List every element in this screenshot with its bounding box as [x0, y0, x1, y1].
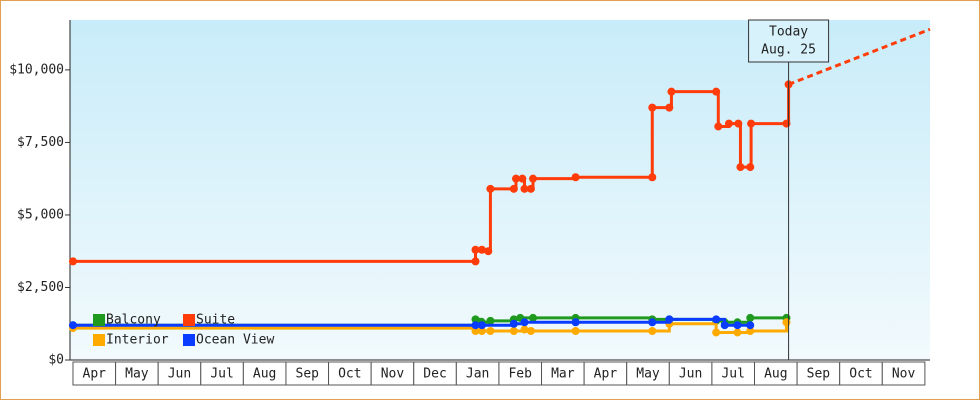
data-point [648, 318, 657, 327]
data-point [471, 326, 480, 335]
data-point [486, 326, 495, 335]
legend-label: Ocean View [196, 333, 274, 348]
x-tick-label: Nov [892, 367, 916, 382]
data-point [477, 321, 486, 330]
x-tick-label: May [125, 367, 149, 382]
data-point [486, 184, 495, 193]
x-tick-label: Dec [423, 367, 446, 382]
x-tick [881, 361, 926, 386]
x-tick-label: Jul [721, 367, 744, 382]
today-box [748, 19, 830, 63]
data-point [68, 257, 77, 266]
legend-swatch [93, 314, 105, 326]
data-point [733, 328, 742, 337]
data-point [520, 184, 529, 193]
x-tick-label: Sep [296, 367, 320, 382]
data-point [571, 173, 580, 182]
y-tick-label: $0 [48, 353, 64, 368]
legend-swatch [183, 314, 195, 326]
data-point [518, 174, 527, 183]
data-point [68, 321, 77, 330]
x-tick-label: Jan [466, 367, 489, 382]
data-point [746, 326, 755, 335]
data-point [484, 247, 493, 256]
series-line [72, 84, 791, 263]
data-point [746, 163, 755, 172]
data-point [736, 163, 745, 172]
data-point [746, 313, 755, 322]
x-tick-label: Oct [849, 367, 872, 382]
data-point [471, 245, 480, 254]
x-tick-label: Aug [253, 367, 276, 382]
data-point [782, 318, 791, 327]
data-point [746, 321, 755, 330]
legend-label: Balcony [106, 313, 161, 328]
data-point [509, 326, 518, 335]
x-tick-label: Nov [381, 367, 405, 382]
data-point [511, 174, 520, 183]
data-point [733, 321, 742, 330]
data-point [509, 319, 518, 328]
legend-label: Interior [106, 333, 169, 348]
x-tick-label: Apr [83, 367, 107, 382]
x-tick-label: Apr [594, 367, 618, 382]
data-point [477, 326, 486, 335]
data-point [714, 122, 723, 131]
data-point [520, 318, 529, 327]
data-point [648, 103, 657, 112]
data-point [486, 316, 495, 325]
y-tick-label: $10,000 [9, 62, 64, 77]
today-date: Aug. 25 [761, 43, 816, 58]
data-point [571, 326, 580, 335]
x-tick-label: Oct [338, 367, 361, 382]
data-point [665, 315, 674, 324]
x-tick-label: Aug [764, 367, 787, 382]
data-point [471, 321, 480, 330]
data-point [665, 103, 674, 112]
data-point [526, 326, 535, 335]
data-point [712, 87, 721, 96]
data-point [734, 119, 743, 128]
data-point [712, 315, 721, 324]
data-point [747, 119, 756, 128]
y-tick-label: $7,500 [17, 135, 64, 150]
data-point [471, 315, 480, 324]
data-point [648, 173, 657, 182]
data-point [520, 325, 529, 334]
data-point [471, 257, 480, 266]
x-tick-label: Feb [508, 367, 532, 382]
today-label: Today [769, 25, 808, 40]
x-tick-label: Jun [168, 367, 191, 382]
data-point [571, 318, 580, 327]
data-point [529, 313, 538, 322]
data-point [724, 119, 733, 128]
trend-line [788, 27, 931, 86]
x-tick-label: Sep [807, 367, 831, 382]
data-point [648, 326, 657, 335]
legend-swatch [183, 334, 195, 346]
data-point [526, 184, 535, 193]
x-tick-label: Jul [210, 367, 233, 382]
data-point [667, 87, 676, 96]
y-tick-label: $5,000 [17, 207, 64, 222]
data-point [782, 119, 791, 128]
data-point [477, 245, 486, 254]
data-point [509, 184, 518, 193]
data-point [529, 174, 538, 183]
y-tick-label: $2,500 [17, 280, 64, 295]
data-point [712, 328, 721, 337]
legend-label: Suite [196, 313, 235, 328]
legend-swatch [93, 334, 105, 346]
x-tick-label: Mar [551, 367, 575, 382]
x-tick-label: Jun [679, 367, 702, 382]
x-tick-label: May [636, 367, 660, 382]
data-point [720, 321, 729, 330]
